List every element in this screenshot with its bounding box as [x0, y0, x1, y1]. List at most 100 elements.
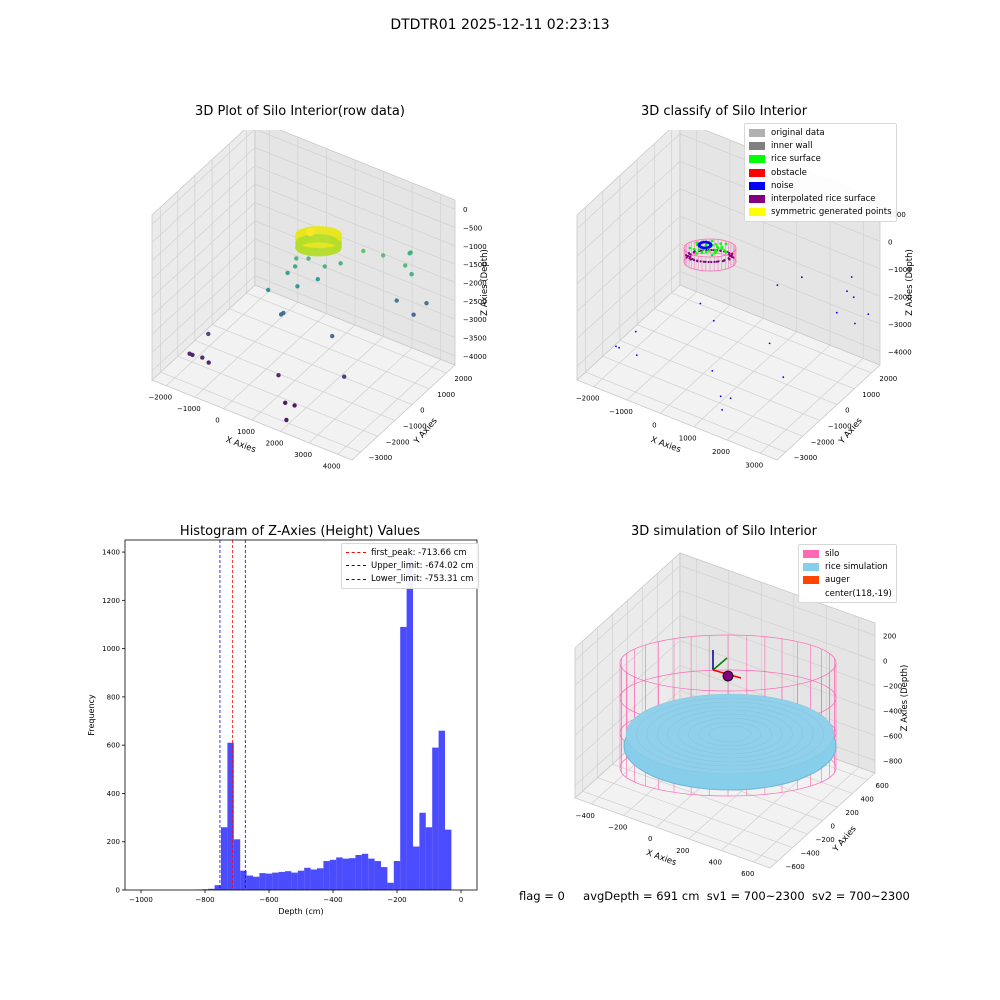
interpolated-point [699, 260, 702, 263]
x-gridline [280, 171, 384, 432]
rice-surface-point [720, 245, 723, 249]
z-gridline [151, 130, 456, 225]
rice-surface-point [723, 249, 726, 252]
legend-item: interpolated rice surface [749, 192, 892, 205]
rice-mesh [698, 721, 762, 747]
z-gridline [151, 147, 456, 243]
z-tick-label: −2000 [888, 293, 912, 301]
sv1-value: sv1 = 700~2300 [706, 889, 805, 903]
x-tick-label: 0 [652, 421, 656, 429]
histogram-bar [323, 861, 330, 890]
x-tick-label: 1000 [237, 428, 255, 436]
histogram-bar [221, 827, 228, 890]
histogram-bar [342, 858, 349, 890]
histogram-bar [310, 869, 317, 890]
rice-mesh [636, 697, 824, 771]
histogram-bar [400, 626, 407, 890]
data-point [292, 264, 298, 269]
legend-item: center(118,-19) [803, 587, 892, 600]
wall-top [683, 238, 737, 258]
x-gridline [760, 193, 864, 454]
z-tick-label: 0 [463, 206, 467, 214]
legend-swatch [803, 562, 819, 571]
legend-swatch [749, 195, 765, 204]
noise-point [776, 284, 779, 287]
noise-point [835, 311, 838, 314]
histogram-bar [381, 867, 388, 890]
interpolated-point [691, 257, 694, 260]
histogram-bar [336, 857, 343, 890]
rice-mesh [688, 717, 772, 751]
legend-swatch [803, 590, 819, 598]
legend-label: Lower_limit: -753.31 cm [371, 574, 474, 585]
x-tick-label: 400 [709, 859, 722, 867]
data-point [284, 417, 289, 423]
legend-item: rice surface [749, 153, 892, 166]
y-tick-label: 0 [831, 823, 835, 831]
data-point [190, 352, 195, 358]
noise-point [719, 395, 722, 398]
y-tick-label: 200 [107, 838, 120, 846]
z-tick-label: −2000 [463, 280, 487, 288]
z-tick-label: −500 [463, 225, 482, 233]
data-point [276, 373, 281, 378]
y-gridline [194, 175, 396, 421]
z-tick-label: −4000 [888, 348, 912, 356]
z-gridline [574, 640, 876, 736]
interpolated-point [710, 248, 713, 252]
y-tick-label: −1000 [828, 422, 852, 430]
x-tick-label: −600 [259, 896, 278, 904]
z-gridline [151, 238, 456, 335]
z-tick-label: 200 [883, 633, 896, 641]
noise-point [618, 346, 620, 349]
z-axis-label: Z Axies (Depth) [480, 249, 490, 316]
histogram-bar [233, 839, 241, 890]
data-point [407, 251, 412, 256]
interpolated-point [715, 260, 718, 263]
y-axis-label: Y Axies [412, 416, 440, 447]
legend-item: first_peak: -713.66 cm [346, 546, 474, 559]
interpolated-point [728, 258, 731, 261]
y-gridline [653, 143, 855, 390]
interpolated-point [705, 249, 708, 252]
z-tick-label: −2500 [463, 298, 487, 306]
legend-label: interpolated rice surface [771, 194, 876, 205]
rice-surface-point [724, 250, 728, 254]
y-tick-label: 800 [107, 693, 120, 701]
y-gridline [602, 191, 803, 437]
rice-surface-point [710, 239, 714, 243]
legend-label: original data [771, 127, 825, 138]
interpolated-point [710, 260, 713, 264]
legend-label: silo [825, 548, 840, 559]
y-tick-label: −600 [786, 863, 805, 871]
data-point [266, 287, 271, 293]
data-point [281, 310, 286, 316]
y-gridline [177, 191, 378, 437]
interpolated-point [685, 254, 688, 257]
legend-label: inner wall [771, 140, 813, 151]
data-point [411, 312, 416, 317]
interpolated-point [732, 256, 735, 259]
rice-surface-point [688, 246, 692, 250]
histogram-bar [355, 855, 362, 890]
z-gridline [576, 215, 881, 312]
x-tick-label: −1000 [177, 405, 201, 413]
histogram-bar [406, 554, 413, 890]
legend-item: silo [803, 547, 892, 560]
legend-label: Upper_limit: -674.02 cm [371, 560, 474, 571]
rice-mesh [677, 713, 783, 755]
z-tick-label: −800 [883, 758, 902, 766]
histogram-bar [304, 867, 311, 890]
rice-mesh [646, 701, 814, 767]
legend-item: obstacle [749, 166, 892, 179]
noise-point [852, 296, 855, 299]
legend-label: symmetric generated points [771, 207, 892, 218]
data-point [206, 360, 211, 365]
interpolated-point [721, 260, 724, 263]
histogram-bar [425, 827, 433, 890]
y-tick-label: −2000 [386, 438, 410, 446]
x-gridline [251, 160, 356, 421]
legend-swatch [749, 141, 765, 150]
histogram-bar [227, 742, 234, 890]
noise-point [634, 330, 637, 333]
